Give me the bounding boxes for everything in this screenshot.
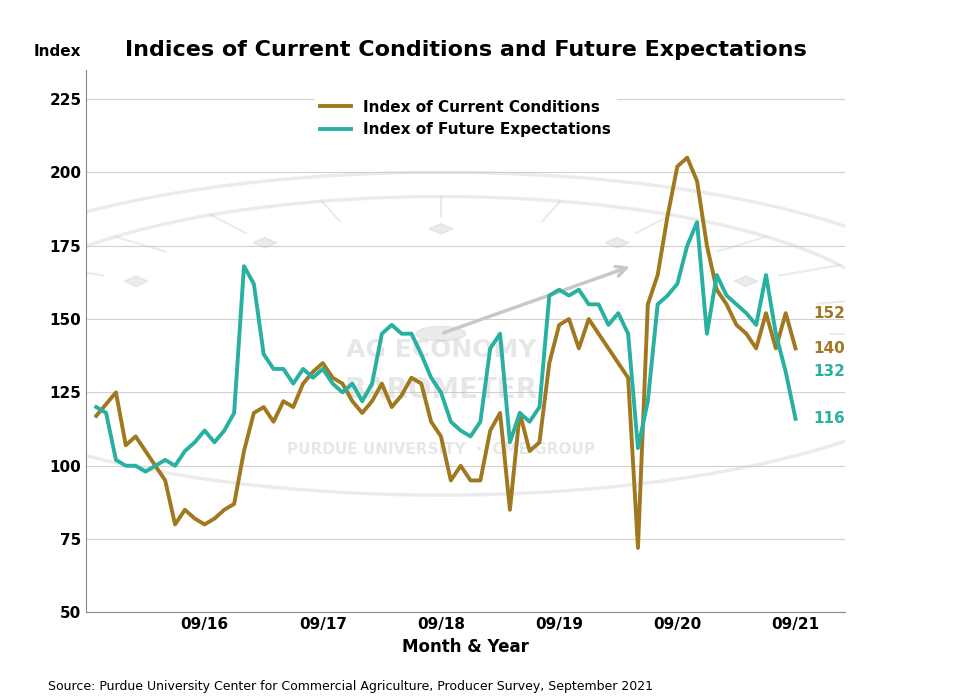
Polygon shape [124,276,148,287]
Legend: Index of Current Conditions, Index of Future Expectations: Index of Current Conditions, Index of Fu… [314,93,617,143]
Text: PURDUE UNIVERSITY  ·  CME GROUP: PURDUE UNIVERSITY · CME GROUP [287,443,595,457]
Text: Index: Index [34,44,81,58]
Circle shape [417,326,466,341]
Polygon shape [605,237,629,248]
Text: 132: 132 [813,364,845,379]
Title: Indices of Current Conditions and Future Expectations: Indices of Current Conditions and Future… [125,40,806,60]
Polygon shape [734,276,757,287]
Text: AG ECONOMY: AG ECONOMY [346,338,537,362]
Text: BAROMETER: BAROMETER [345,377,538,404]
Polygon shape [253,237,276,248]
Text: Source: Purdue University Center for Commercial Agriculture, Producer Survey, Se: Source: Purdue University Center for Com… [48,679,653,693]
Polygon shape [429,223,453,234]
Text: 152: 152 [813,306,845,321]
Text: 140: 140 [813,341,845,356]
Text: 116: 116 [813,411,845,427]
X-axis label: Month & Year: Month & Year [402,638,529,656]
